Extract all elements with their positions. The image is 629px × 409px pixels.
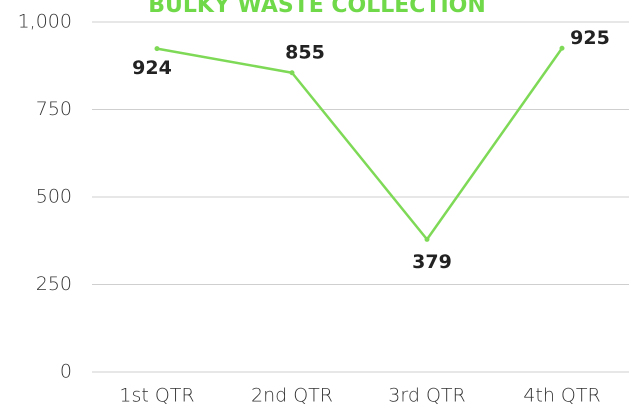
series-line (156, 47, 564, 241)
data-label: 924 (132, 57, 172, 79)
y-tick-label: 750 (36, 98, 72, 120)
y-tick-label: 1,000 (18, 11, 72, 33)
y-tick-label: 0 (60, 361, 72, 383)
x-tick-label: 4th QTR (523, 385, 600, 407)
data-label: 379 (412, 251, 452, 273)
point (424, 236, 430, 242)
chart-title: BULKY WASTE COLLECTION (148, 0, 486, 18)
data-label: 925 (570, 27, 610, 49)
y-tick-label: 500 (36, 186, 72, 208)
x-tick-label: 1st QTR (119, 385, 194, 407)
point (154, 46, 160, 52)
x-tick-label: 3rd QTR (388, 385, 465, 407)
y-tick-label: 250 (36, 273, 72, 295)
point (559, 45, 565, 51)
x-tick-label: 2nd QTR (251, 385, 333, 407)
data-label: 855 (285, 41, 325, 63)
point (289, 70, 295, 76)
